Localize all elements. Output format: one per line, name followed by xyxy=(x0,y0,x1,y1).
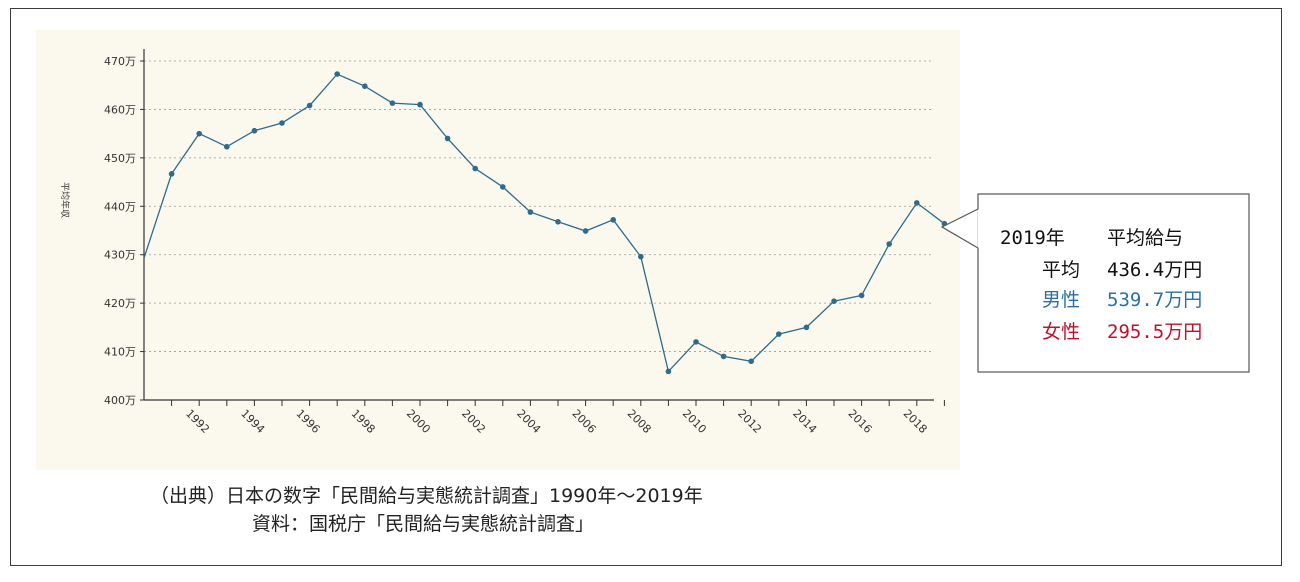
x-tick-label: 2010 xyxy=(680,407,709,436)
y-tick-label: 420万 xyxy=(104,297,136,310)
data-point xyxy=(417,101,423,108)
callout-row-value-average: 436.4万円 xyxy=(1107,259,1202,281)
y-tick-label: 410万 xyxy=(104,346,136,359)
callout-pointer xyxy=(940,208,979,249)
x-tick-label: 1994 xyxy=(238,407,267,436)
data-point xyxy=(555,218,561,225)
data-point xyxy=(334,71,341,77)
callout-border xyxy=(977,193,1250,373)
data-point xyxy=(693,339,699,345)
callout-year: 2019年 xyxy=(1000,227,1065,249)
data-point xyxy=(776,331,782,337)
y-tick-label: 430万 xyxy=(104,249,136,262)
data-point xyxy=(444,135,451,142)
x-tick-label: 2012 xyxy=(735,407,764,436)
data-point xyxy=(638,253,644,260)
source-note: （出典）日本の数字「民間給与実態統計調査」1990年～2019年 資料：国税庁「… xyxy=(150,482,703,538)
data-point xyxy=(831,298,837,305)
data-point xyxy=(665,368,672,375)
series-line xyxy=(143,73,945,373)
x-tick-label: 2002 xyxy=(459,407,488,436)
x-tick-label: 1998 xyxy=(349,407,378,436)
data-point xyxy=(389,100,396,106)
data-point xyxy=(279,120,285,126)
data-point xyxy=(251,127,258,134)
data-point xyxy=(472,165,479,172)
y-tick-label: 400万 xyxy=(104,394,136,407)
x-tick-label: 2000 xyxy=(404,407,433,436)
data-point xyxy=(362,83,368,89)
callout-row-value-male: 539.7万円 xyxy=(1107,289,1202,311)
data-point xyxy=(858,292,865,299)
data-point xyxy=(582,228,589,234)
data-point xyxy=(527,209,534,215)
x-tick-label: 2004 xyxy=(514,407,543,436)
data-point xyxy=(196,130,202,137)
x-tick-label: 2014 xyxy=(790,407,819,436)
x-tick-labels: 1992 1994 1996 1998 2000 2002 2004 2006 2008 2010… xyxy=(183,407,930,436)
y-tick-label: 470万 xyxy=(104,55,136,68)
y-tick-label: 440万 xyxy=(104,200,136,213)
source-line-1: （出典）日本の数字「民間給与実態統計調査」1990年～2019年 xyxy=(150,485,703,507)
data-point xyxy=(886,241,892,247)
callout-row-value-female: 295.5万円 xyxy=(1107,321,1202,343)
callout-box: 2019年 平均給与 平均 436.4万円 男性 539.7万円 女性 295.… xyxy=(940,193,1250,373)
x-tick-label: 1996 xyxy=(293,407,322,436)
data-point xyxy=(610,217,616,223)
data-point xyxy=(224,143,230,150)
y-tick-labels: 400万 410万 420万 430万 440万 450万 460万 470万 xyxy=(104,55,136,407)
plot-background xyxy=(36,30,960,470)
x-tick-label: 2016 xyxy=(845,407,874,436)
y-tick-label: 450万 xyxy=(104,152,136,165)
x-tick-label: 2018 xyxy=(901,407,930,436)
x-tick-label: 2006 xyxy=(569,407,598,436)
grid-lines xyxy=(144,60,931,352)
source-line-2: 資料：国税庁「民間給与実態統計調査」 xyxy=(252,513,595,535)
callout-row-label-male: 男性 xyxy=(1042,289,1080,311)
y-tick-label: 460万 xyxy=(104,103,136,116)
data-point xyxy=(500,184,506,190)
data-point xyxy=(306,102,313,109)
data-points xyxy=(168,71,948,375)
x-tick-label: 2008 xyxy=(625,407,654,436)
axes xyxy=(140,49,945,406)
data-point xyxy=(748,358,754,365)
data-point xyxy=(168,171,175,177)
data-point xyxy=(803,324,810,331)
callout-row-label-female: 女性 xyxy=(1042,321,1080,343)
y-axis-label: 平均年収 xyxy=(59,182,71,218)
callout-header-label: 平均給与 xyxy=(1107,227,1183,249)
data-point xyxy=(914,200,920,206)
data-point xyxy=(720,353,727,360)
x-tick-label: 1992 xyxy=(183,407,212,436)
callout-row-label-average: 平均 xyxy=(1042,259,1080,281)
